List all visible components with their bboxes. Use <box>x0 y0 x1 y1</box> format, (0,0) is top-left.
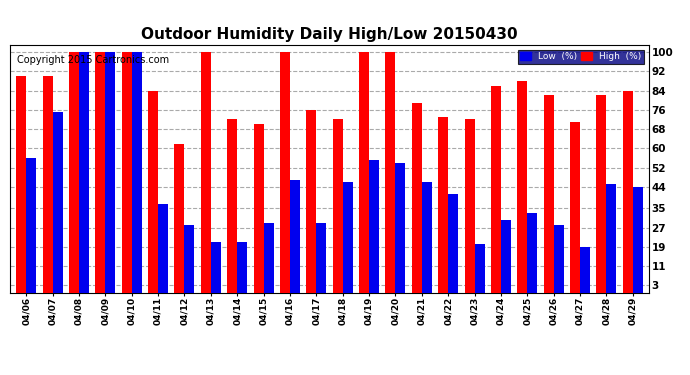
Bar <box>106 52 115 292</box>
Bar <box>184 225 195 292</box>
Bar <box>306 110 316 292</box>
Bar <box>491 86 501 292</box>
Bar <box>26 158 36 292</box>
Bar <box>596 96 607 292</box>
Bar <box>553 225 564 292</box>
Bar <box>518 81 527 292</box>
Bar <box>475 244 484 292</box>
Bar <box>148 91 158 292</box>
Text: Copyright 2015 Cartronics.com: Copyright 2015 Cartronics.com <box>17 55 169 65</box>
Bar <box>623 91 633 292</box>
Bar <box>316 223 326 292</box>
Bar <box>69 52 79 292</box>
Bar <box>359 52 369 292</box>
Title: Outdoor Humidity Daily High/Low 20150430: Outdoor Humidity Daily High/Low 20150430 <box>141 27 518 42</box>
Bar <box>175 144 184 292</box>
Bar <box>448 194 458 292</box>
Bar <box>253 124 264 292</box>
Bar <box>527 213 538 292</box>
Bar <box>52 112 63 292</box>
Bar <box>333 120 343 292</box>
Bar <box>43 76 52 292</box>
Bar <box>280 52 290 292</box>
Bar <box>16 76 26 292</box>
Bar <box>464 120 475 292</box>
Bar <box>438 117 449 292</box>
Bar <box>201 52 210 292</box>
Bar <box>158 204 168 292</box>
Bar <box>607 184 616 292</box>
Bar <box>570 122 580 292</box>
Bar <box>237 242 247 292</box>
Bar <box>544 96 553 292</box>
Bar <box>422 182 432 292</box>
Bar <box>290 180 300 292</box>
Bar <box>343 182 353 292</box>
Bar <box>132 52 141 292</box>
Bar <box>264 223 273 292</box>
Bar <box>633 187 643 292</box>
Bar <box>501 220 511 292</box>
Bar <box>210 242 221 292</box>
Legend: Low  (%), High  (%): Low (%), High (%) <box>518 50 644 64</box>
Bar <box>395 163 406 292</box>
Bar <box>580 247 590 292</box>
Bar <box>412 103 422 292</box>
Bar <box>386 52 395 292</box>
Bar <box>95 52 106 292</box>
Bar <box>227 120 237 292</box>
Bar <box>369 160 379 292</box>
Bar <box>121 52 132 292</box>
Bar <box>79 52 89 292</box>
